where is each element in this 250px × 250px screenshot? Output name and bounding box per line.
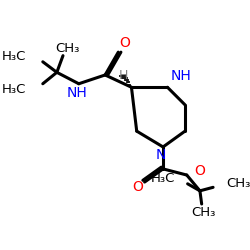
Text: CH₃: CH₃ [226, 177, 250, 190]
Text: CH₃: CH₃ [191, 206, 216, 219]
Text: CH₃: CH₃ [55, 42, 80, 55]
Text: H₃C: H₃C [2, 84, 26, 96]
Text: O: O [119, 36, 130, 50]
Text: O: O [194, 164, 205, 178]
Text: NH: NH [171, 69, 192, 83]
Text: O: O [132, 180, 143, 194]
Text: H₃C: H₃C [151, 172, 175, 185]
Text: N: N [155, 148, 166, 162]
Text: H₃C: H₃C [2, 50, 26, 63]
Text: H: H [118, 69, 128, 82]
Text: NH: NH [67, 86, 87, 101]
